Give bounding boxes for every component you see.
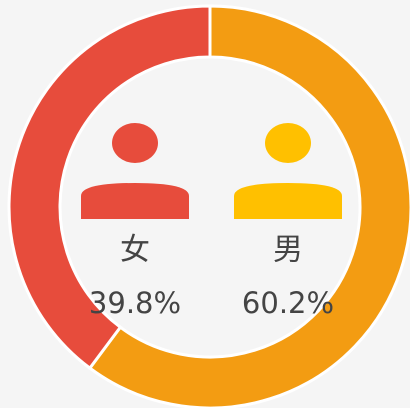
donut-slice	[7, 4, 212, 371]
category-label: 男	[273, 233, 303, 268]
person-icon-body	[81, 183, 189, 219]
person-icon-head	[265, 123, 311, 163]
person-icon-body	[234, 183, 342, 219]
person-icon-head	[112, 123, 158, 163]
donut-slice	[87, 4, 410, 408]
value-label: 39.8%	[89, 286, 181, 320]
value-label: 60.2%	[242, 286, 334, 320]
category-label: 女	[120, 233, 150, 268]
